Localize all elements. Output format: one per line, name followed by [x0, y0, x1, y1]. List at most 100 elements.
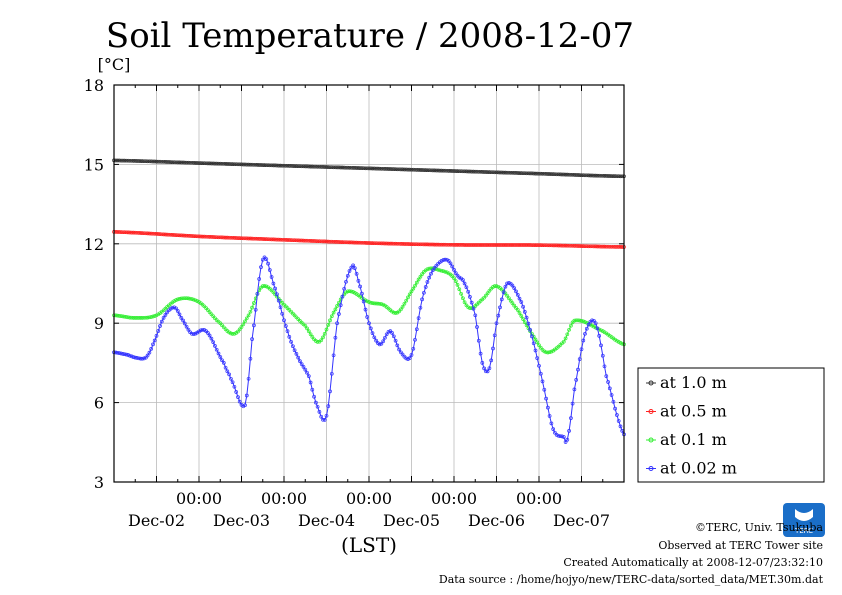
data-point [613, 174, 617, 178]
data-point [244, 162, 249, 167]
data-point [236, 162, 240, 167]
data-point [386, 241, 391, 246]
data-point [485, 170, 490, 174]
data-point [322, 165, 327, 169]
data-point [569, 172, 573, 177]
data-point [248, 356, 253, 361]
x-tick-date-label: Dec-06 [468, 511, 525, 530]
data-point [574, 378, 579, 382]
data-point [188, 296, 192, 301]
data-point [439, 268, 444, 273]
data-point [352, 266, 357, 270]
data-point [291, 164, 295, 168]
data-point [361, 240, 366, 245]
data-point [535, 340, 540, 345]
data-point [450, 242, 455, 247]
data-point [257, 277, 262, 281]
data-point [328, 389, 332, 394]
data-point [372, 166, 377, 171]
legend-box [637, 367, 825, 483]
data-point [140, 316, 145, 320]
data-point [492, 243, 497, 247]
data-point [560, 434, 564, 439]
data-point [124, 158, 129, 163]
data-point [414, 242, 419, 247]
data-point [340, 294, 345, 299]
x-tick-date-label: Dec-02 [128, 511, 185, 530]
data-point [376, 166, 380, 171]
data-point [556, 433, 561, 438]
data-point [453, 279, 458, 283]
data-point [246, 236, 251, 241]
data-point [512, 243, 517, 247]
data-point [604, 374, 609, 378]
data-point [232, 331, 237, 336]
data-point [191, 161, 196, 165]
data-point [271, 237, 276, 242]
data-point [310, 164, 315, 169]
data-point [547, 172, 552, 176]
data-point [352, 166, 357, 170]
data-point [207, 235, 212, 239]
data-point [308, 239, 313, 243]
data-point [227, 372, 231, 377]
data-point [184, 160, 189, 165]
data-point [221, 361, 226, 365]
data-point [399, 242, 403, 246]
data-point [512, 286, 517, 290]
data-point [121, 352, 125, 356]
data-point [528, 328, 532, 332]
data-point [519, 171, 524, 175]
data-point [593, 244, 598, 249]
data-point [390, 331, 394, 335]
y-tick-label: 6 [94, 394, 104, 413]
data-point [505, 281, 509, 286]
data-point [259, 163, 263, 167]
legend-swatch-marker [648, 437, 654, 443]
data-point [306, 164, 311, 169]
data-point [117, 351, 122, 355]
data-point [443, 168, 447, 173]
data-point [220, 235, 224, 240]
data-point [452, 268, 456, 272]
data-point [413, 283, 417, 288]
data-point [264, 257, 269, 261]
data-point [310, 387, 315, 392]
data-point [597, 173, 602, 178]
data-point [338, 240, 343, 244]
data-point [306, 329, 311, 334]
data-point [459, 169, 463, 174]
data-point [489, 170, 494, 175]
data-point [129, 315, 134, 320]
data-point [174, 298, 178, 302]
data-point [452, 169, 456, 173]
data-point [167, 160, 171, 164]
data-point [209, 161, 214, 166]
data-point [117, 230, 122, 234]
data-point [558, 172, 563, 177]
data-point [427, 275, 432, 280]
data-point [473, 243, 478, 247]
data-point [136, 231, 141, 235]
data-point [526, 171, 531, 176]
data-point [319, 165, 324, 169]
data-point [441, 269, 446, 274]
data-point [328, 318, 332, 323]
data-point [420, 297, 424, 302]
data-point [508, 170, 513, 175]
data-point [159, 232, 164, 237]
data-point [276, 237, 281, 242]
data-point [613, 245, 617, 249]
data-point [159, 159, 164, 164]
data-point [190, 160, 194, 165]
data-point [175, 297, 180, 302]
data-point [531, 341, 536, 346]
data-point [514, 306, 518, 310]
data-point [260, 237, 265, 241]
data-point [590, 173, 594, 178]
data-point [145, 159, 150, 164]
data-point [352, 240, 357, 245]
data-point [328, 165, 332, 170]
data-point [538, 243, 543, 247]
